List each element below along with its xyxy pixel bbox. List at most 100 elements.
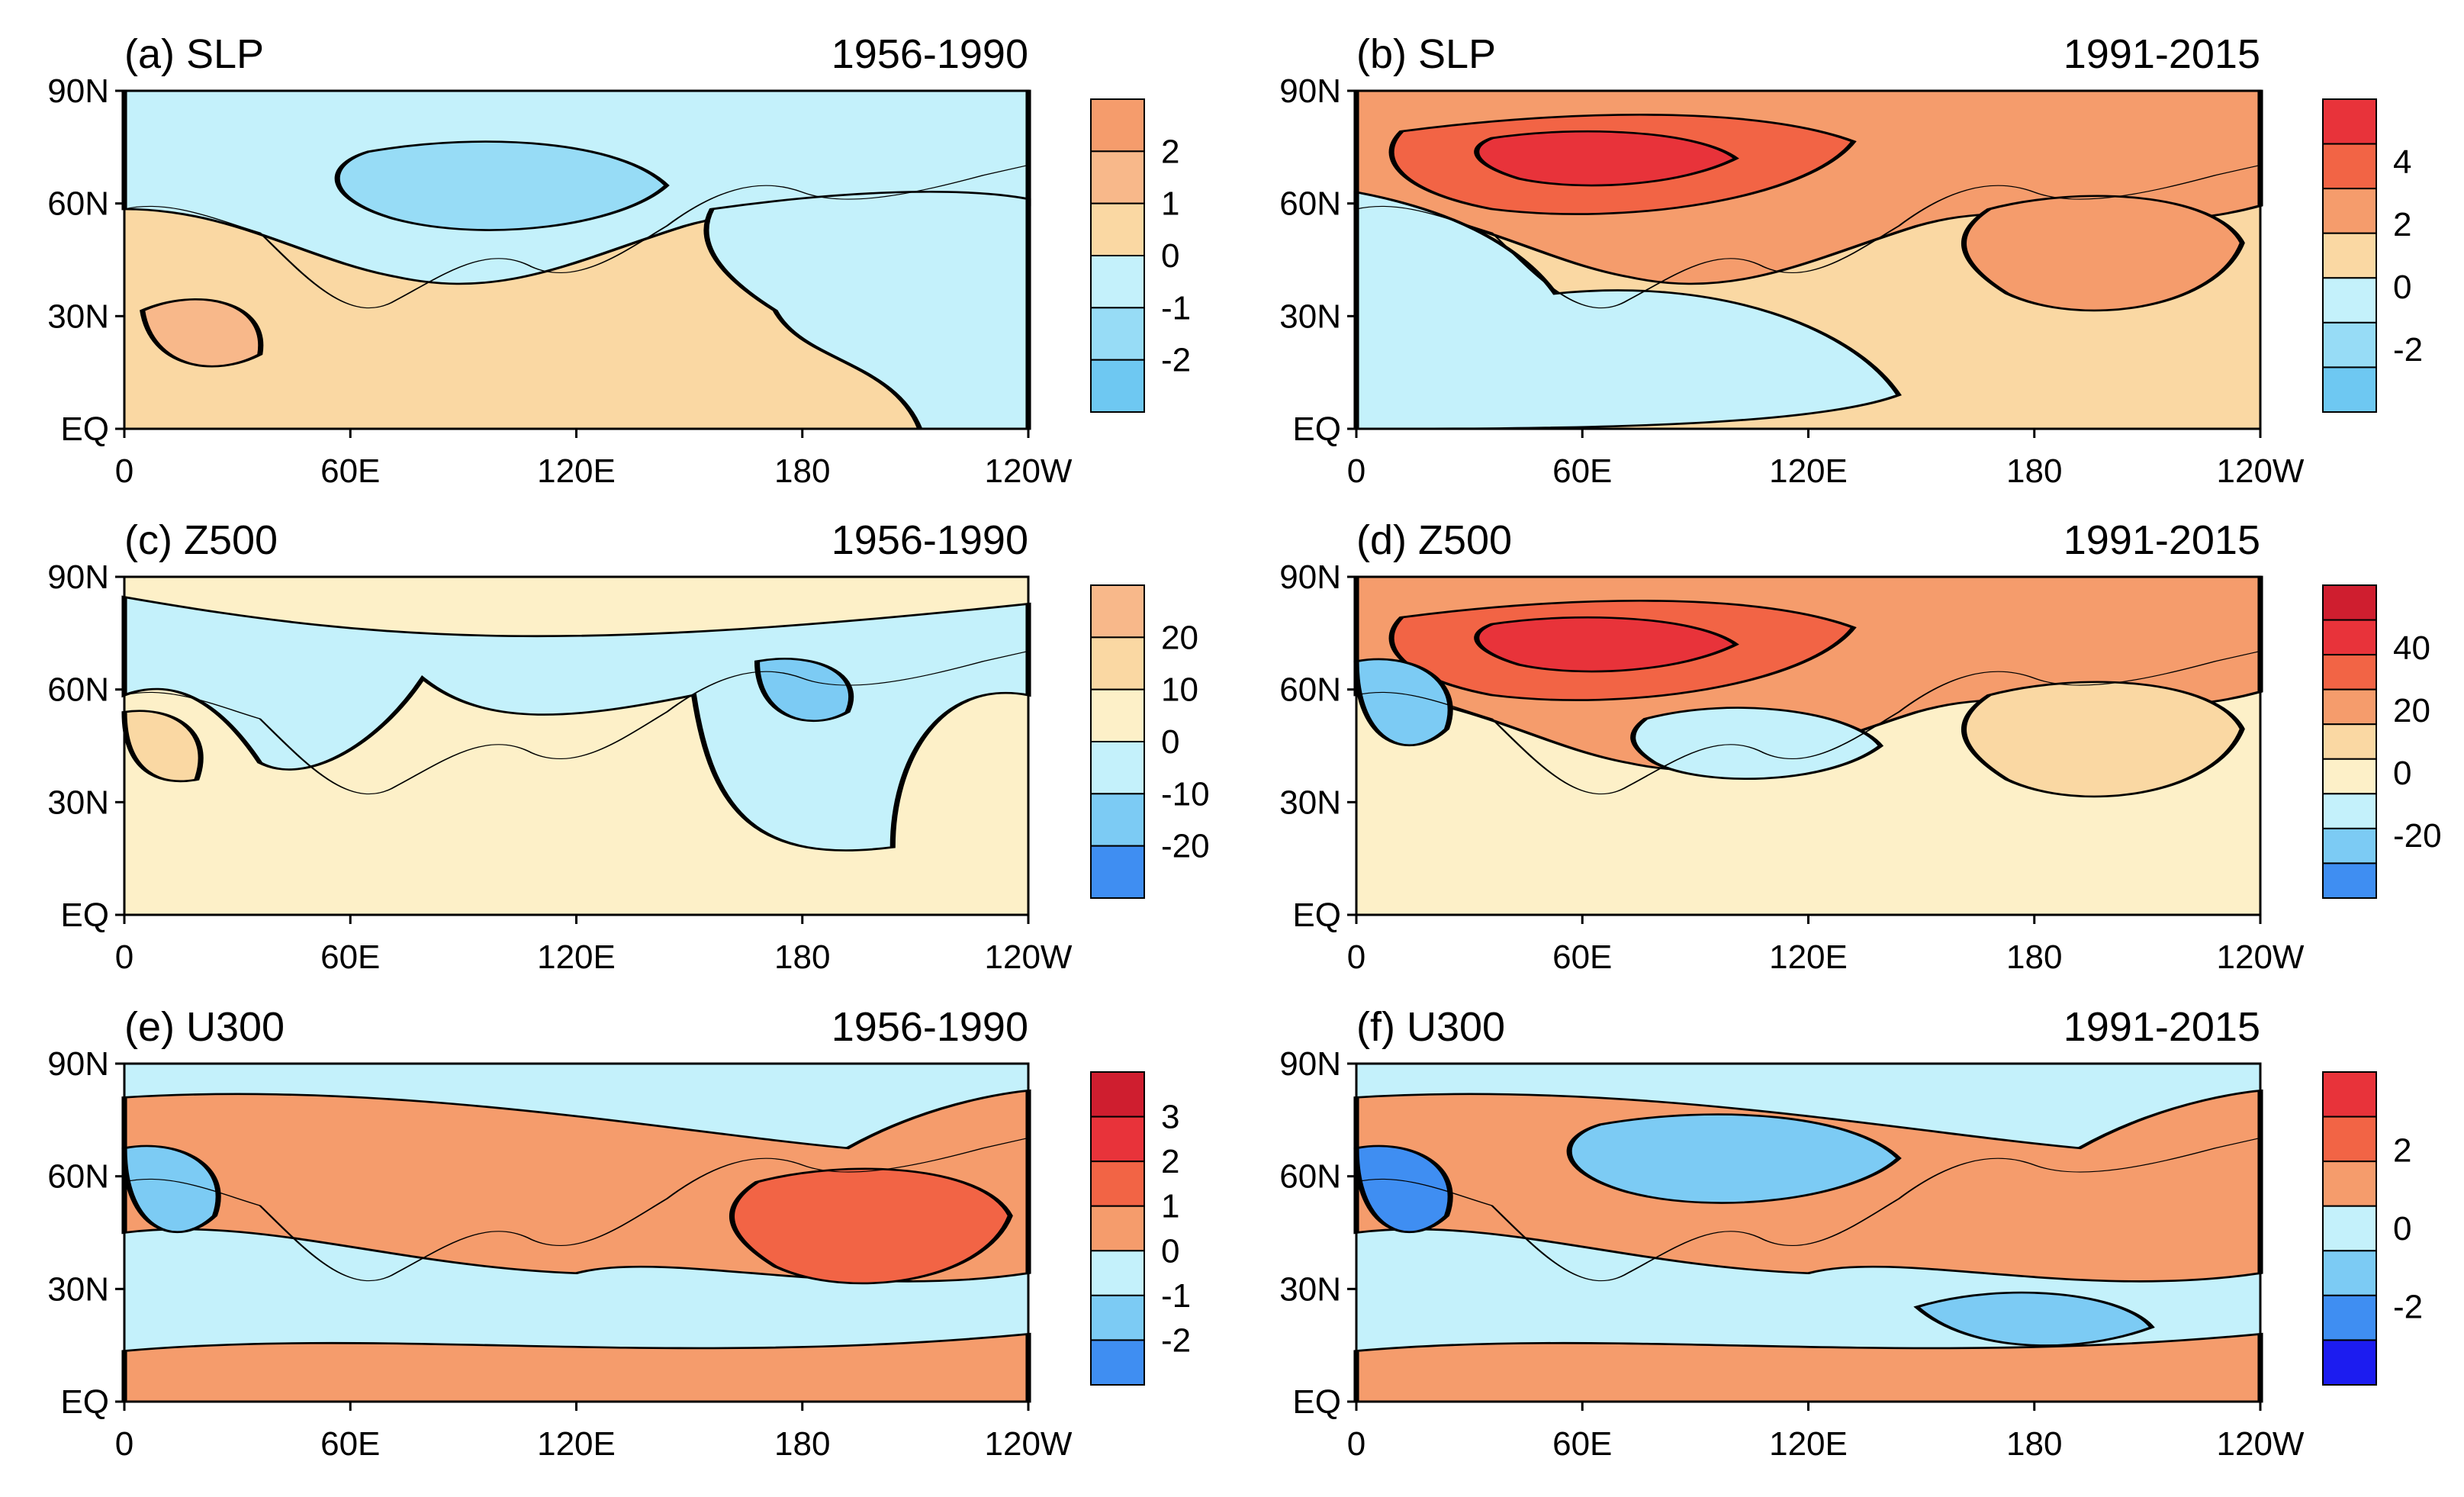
colorbar-label: -2: [1161, 342, 1191, 379]
lat-tick-label: 60N: [47, 185, 109, 223]
colorbar-swatch: [2322, 619, 2377, 656]
panel-f: (f) U300 1991-2015 90N 60N 30N EQ 0 60E 120E 180 1…: [1232, 973, 2464, 1469]
colorbar-swatch: [2322, 1161, 2377, 1207]
map-region-blob-pacific: [729, 1167, 1013, 1285]
colorbar-swatch: [1090, 1250, 1145, 1296]
colorbar-swatch: [1090, 688, 1145, 742]
colorbar-swatch: [1090, 359, 1145, 413]
colorbar-swatch: [2322, 366, 2377, 413]
colorbar-label: -1: [1161, 289, 1191, 327]
colorbar-swatch: [1090, 741, 1145, 795]
lon-tick-label: 60E: [1552, 1425, 1612, 1463]
lat-tick-label: 30N: [1279, 1270, 1341, 1308]
panel-title: (e) U300: [124, 1004, 285, 1050]
lon-tick-label: 120W: [985, 452, 1073, 490]
map-region-europe-south: [1353, 190, 1902, 430]
colorbar-swatch: [1090, 845, 1145, 899]
map-region-blob-africa: [140, 298, 264, 368]
colorbar-swatch: [2322, 688, 2377, 726]
map-region-blob-pacific: [1961, 681, 2245, 798]
map-area: [121, 1062, 1031, 1403]
map-region-blob-ural-core: [1474, 616, 1739, 673]
lat-tick-label: 60N: [47, 1158, 109, 1196]
lon-tick-label: 60E: [320, 1425, 380, 1463]
colorbar-label: 1: [1161, 1188, 1179, 1225]
lon-tick-label: 60E: [1552, 938, 1612, 976]
lon-tick-label: 0: [1347, 452, 1365, 490]
colorbar-swatch: [1090, 1071, 1145, 1118]
colorbar-label: 2: [2393, 206, 2411, 243]
colorbar-swatch: [1090, 202, 1145, 256]
colorbar-swatch: [2322, 1294, 2377, 1341]
lon-tick-label: 180: [774, 938, 830, 976]
map-region-blob-pacific-south: [1913, 1291, 2155, 1347]
lon-tick-label: 120W: [985, 938, 1073, 976]
colorbar-swatch: [1090, 793, 1145, 847]
colorbar-swatch: [2322, 277, 2377, 324]
colorbar-label: 3: [1161, 1099, 1179, 1136]
lon-tick-label: 180: [2006, 938, 2062, 976]
colorbar-label: 0: [1161, 1232, 1179, 1270]
panel-period: 1956-1990: [832, 517, 1028, 563]
colorbar-label: 10: [1161, 671, 1198, 709]
colorbar-label: -2: [2393, 331, 2423, 369]
map-region-blob-siberia: [1566, 1113, 1902, 1204]
lat-tick-label: 30N: [47, 1270, 109, 1308]
lat-tick-label: 90N: [47, 559, 109, 596]
lon-tick-label: 120W: [2217, 452, 2305, 490]
panel-period: 1991-2015: [2064, 1004, 2260, 1050]
panel-c: (c) Z500 1956-1990 90N 60N 30N EQ 0 60E 120E 180 1…: [0, 486, 1232, 982]
colorbar-swatch: [2322, 232, 2377, 279]
lat-tick-label: EQ: [60, 410, 109, 448]
colorbar-swatch: [2322, 723, 2377, 760]
coastline: [1356, 1137, 2261, 1282]
lon-tick-label: 180: [2006, 452, 2062, 490]
map-region-blob-ural-core: [1474, 130, 1739, 187]
lon-tick-label: 120W: [985, 1425, 1073, 1463]
map-area: [121, 89, 1031, 430]
colorbar-label: 1: [1161, 185, 1179, 223]
colorbar-label: 2: [2393, 1132, 2411, 1170]
lat-tick-label: EQ: [1292, 410, 1341, 448]
lat-tick-label: 90N: [47, 72, 109, 110]
coastline: [124, 1137, 1029, 1282]
colorbar-label: -2: [2393, 1289, 2423, 1326]
map-region-blob-mongolia: [1630, 707, 1884, 780]
lat-tick-label: 90N: [47, 1045, 109, 1083]
lat-tick-label: 90N: [1279, 1045, 1341, 1083]
colorbar-label: -20: [1161, 828, 1210, 865]
lat-tick-label: EQ: [60, 1383, 109, 1421]
colorbar-swatch: [1090, 1161, 1145, 1207]
colorbar-label: 2: [1161, 133, 1179, 170]
panel-period: 1956-1990: [832, 1004, 1028, 1050]
lon-tick-label: 60E: [320, 938, 380, 976]
lon-tick-label: 0: [115, 1425, 133, 1463]
coastline: [124, 164, 1029, 309]
colorbar-swatch: [1090, 1339, 1145, 1386]
panel-period: 1991-2015: [2064, 31, 2260, 77]
colorbar-swatch: [2322, 143, 2377, 190]
colorbar-label: 20: [2393, 692, 2430, 729]
lon-tick-label: 120E: [1769, 1425, 1848, 1463]
map-region-blob-kamchatka: [754, 658, 854, 723]
lat-tick-label: EQ: [1292, 897, 1341, 934]
colorbar-swatch: [1090, 150, 1145, 204]
panel-a: (a) SLP 1956-1990 90N 60N 30N EQ 0 60E 120E 180 12…: [0, 0, 1232, 496]
panel-d: (d) Z500 1991-2015 90N 60N 30N EQ 0 60E 120E 180 1…: [1232, 486, 2464, 982]
lon-tick-label: 120E: [537, 452, 616, 490]
panel-period: 1956-1990: [832, 31, 1028, 77]
colorbar-label: 0: [2393, 269, 2411, 306]
lat-tick-label: 60N: [47, 671, 109, 709]
map-area: [121, 575, 1031, 916]
colorbar-label: -10: [1161, 775, 1210, 813]
lon-tick-label: 0: [1347, 938, 1365, 976]
map-area: [1353, 575, 2263, 916]
colorbar-swatch: [1090, 307, 1145, 361]
lon-tick-label: 120E: [537, 938, 616, 976]
panel-e: (e) U300 1956-1990 90N 60N 30N EQ 0 60E 120E 180 1…: [0, 973, 1232, 1469]
colorbar-swatch: [2322, 321, 2377, 369]
